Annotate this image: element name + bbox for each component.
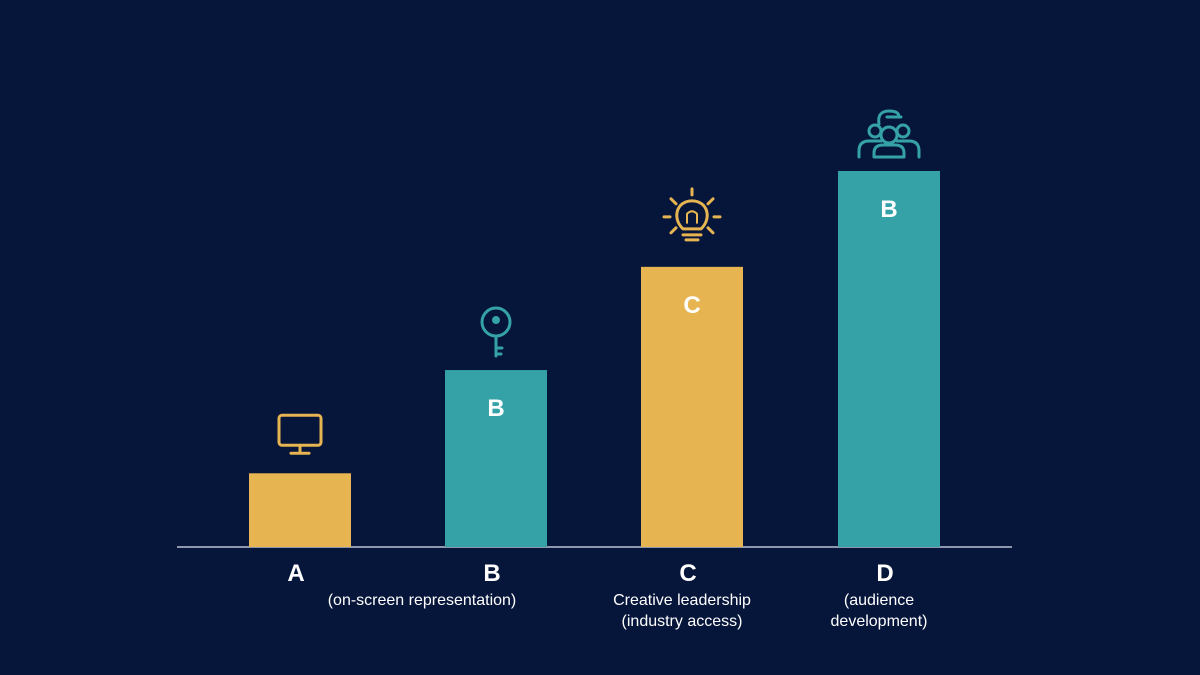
bar-a xyxy=(249,473,351,547)
labels-group: A B B (on-screen representation) C C Creative … xyxy=(287,196,927,630)
bar-label-d: B xyxy=(880,196,897,223)
audience-group-icon xyxy=(857,109,921,159)
icons-group xyxy=(277,109,921,455)
bar-label-c: C xyxy=(683,292,700,319)
category-label-d: D xyxy=(876,560,893,587)
bar-b xyxy=(445,370,547,547)
category-sublabel-b: (on-screen representation) xyxy=(328,592,517,609)
lightbulb-icon xyxy=(662,187,722,242)
category-sublabel-d: development) xyxy=(831,613,928,630)
bar-label-b: B xyxy=(487,395,504,422)
category-sublabel-c: Creative leadership xyxy=(613,592,751,609)
bar-d xyxy=(838,171,940,547)
category-label-b: B xyxy=(483,560,500,587)
key-icon xyxy=(480,306,512,358)
monitor-icon xyxy=(277,413,323,455)
category-sublabel-c: (industry access) xyxy=(622,613,743,630)
category-sublabel-d: (audience xyxy=(844,592,914,609)
bars-group xyxy=(249,171,940,547)
category-label-a: A xyxy=(287,560,304,587)
bar-c xyxy=(641,266,743,547)
category-label-c: C xyxy=(679,560,696,587)
